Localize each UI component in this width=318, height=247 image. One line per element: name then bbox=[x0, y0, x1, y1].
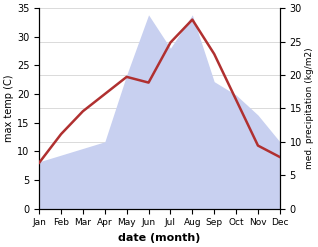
Y-axis label: med. precipitation (kg/m2): med. precipitation (kg/m2) bbox=[305, 48, 314, 169]
Y-axis label: max temp (C): max temp (C) bbox=[4, 75, 14, 142]
X-axis label: date (month): date (month) bbox=[118, 233, 201, 243]
